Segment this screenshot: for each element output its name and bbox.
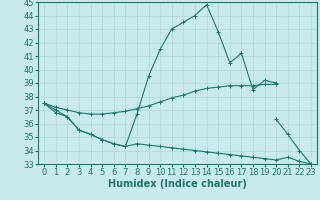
X-axis label: Humidex (Indice chaleur): Humidex (Indice chaleur) — [108, 179, 247, 189]
